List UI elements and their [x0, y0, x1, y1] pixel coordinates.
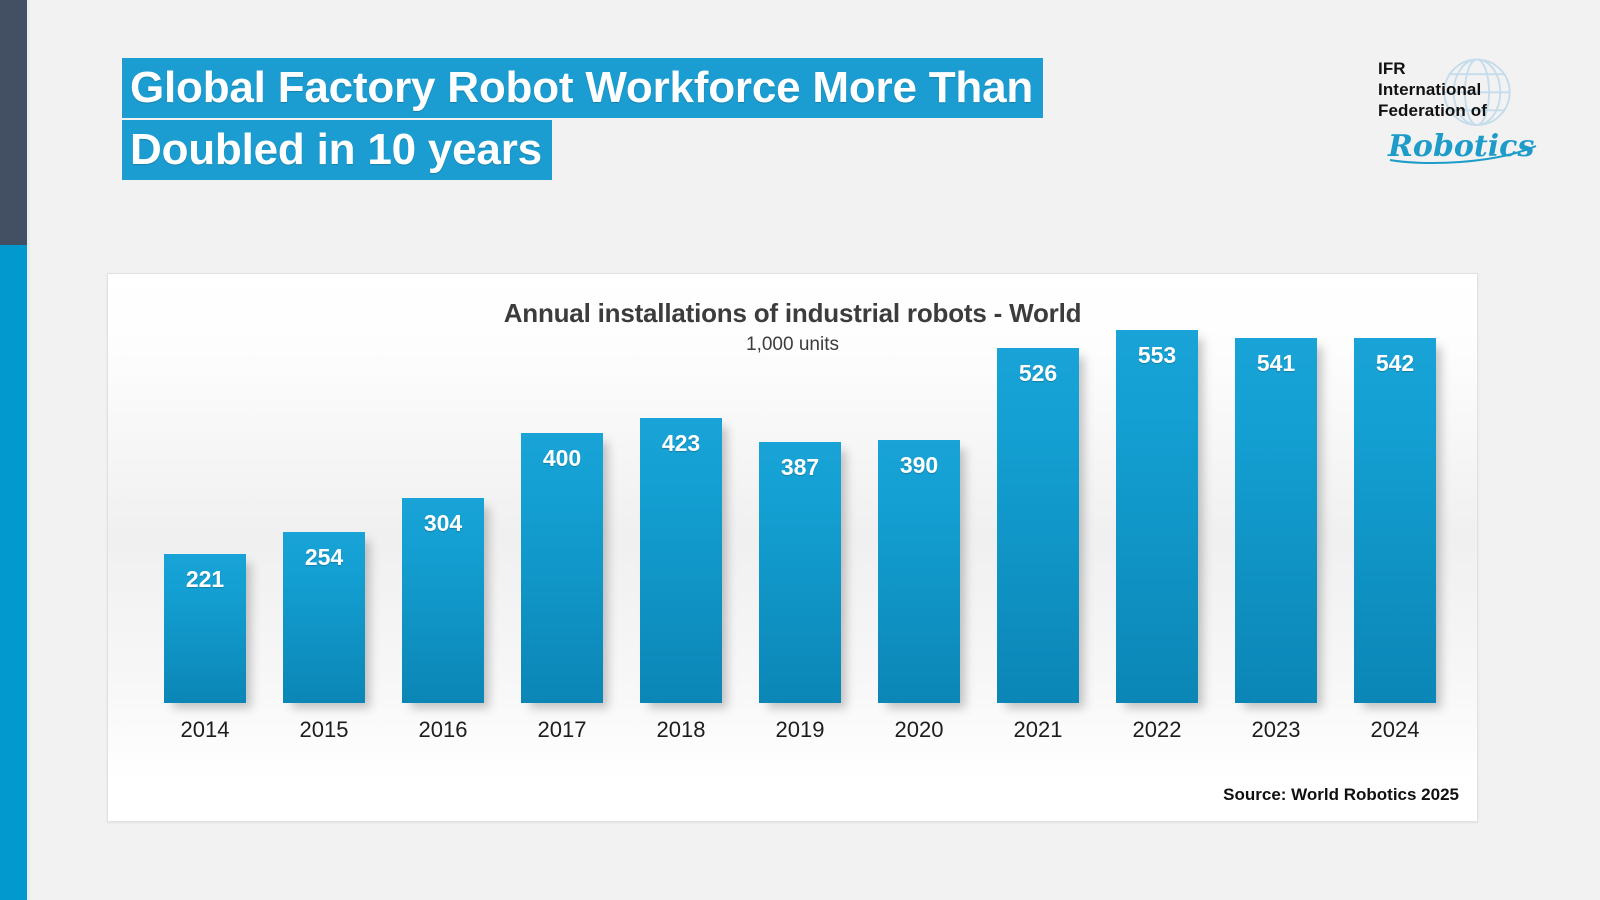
bar-value-label: 526	[1018, 360, 1058, 386]
chart-bar[interactable]: 553 2022	[1116, 330, 1198, 742]
svg-text:Robotics: Robotics	[1387, 129, 1534, 164]
bar-value-label: 254	[304, 544, 344, 570]
bar-group: 553 2022	[1116, 330, 1198, 742]
bar-value-label: 423	[661, 430, 701, 456]
chart-bar[interactable]: 390 2020	[878, 440, 960, 742]
chart-source-note: Source: World Robotics 2025	[1223, 785, 1459, 804]
globe-icon	[1443, 58, 1511, 126]
chart-plot-area: 221 2014 254 2015 304 2016 400 2017 423 2018 387 20…	[164, 314, 1474, 760]
ifr-logo: IFR International Federation of Robotics	[1378, 48, 1548, 168]
logo-wordmark: IFR International Federation of	[1378, 58, 1487, 121]
x-axis-tick-label: 2022	[1132, 717, 1182, 742]
chart-bar[interactable]: 541 2023	[1235, 338, 1317, 742]
bar-value-label: 387	[780, 454, 820, 480]
bar-value-label: 390	[899, 452, 939, 478]
bar-group: 254 2015	[283, 532, 365, 742]
headline-line-1: Global Factory Robot Workforce More Than	[122, 58, 1044, 118]
logo-line-federation: Federation of	[1378, 101, 1487, 120]
bar-group: 221 2014	[164, 554, 246, 742]
logo-line-international: International	[1378, 80, 1482, 99]
x-axis-tick-label: 2020	[894, 717, 944, 742]
chart-bar[interactable]: 423 2018	[640, 418, 722, 742]
bar-value-label: 553	[1137, 342, 1177, 368]
bar-group: 541 2023	[1235, 338, 1317, 742]
bar-group: 423 2018	[640, 418, 722, 742]
slide-headline: Global Factory Robot Workforce More Than…	[122, 58, 1302, 180]
x-axis-tick-label: 2021	[1013, 717, 1063, 742]
chart-bar[interactable]: 526 2021	[997, 348, 1079, 742]
bar-group: 400 2017	[521, 433, 603, 742]
chart-bar[interactable]: 400 2017	[521, 433, 603, 742]
bar-value-label: 400	[542, 445, 582, 471]
headline-line-2: Doubled in 10 years	[122, 120, 552, 180]
sidebar-accent-bottom	[0, 245, 27, 900]
x-axis-tick-label: 2024	[1370, 717, 1420, 742]
chart-bar[interactable]: 221 2014	[164, 554, 246, 742]
bar-group: 542 2024	[1354, 338, 1436, 742]
bar-group: 526 2021	[997, 348, 1079, 742]
bar-value-label: 542	[1375, 350, 1415, 376]
chart-bar[interactable]: 254 2015	[283, 532, 365, 742]
x-axis-tick-label: 2016	[418, 717, 468, 742]
bar-group: 390 2020	[878, 440, 960, 742]
x-axis-tick-label: 2018	[656, 717, 706, 742]
chart-bar[interactable]: 387 2019	[759, 442, 841, 742]
x-axis-tick-label: 2017	[537, 717, 587, 742]
bar-value-label: 541	[1256, 350, 1296, 376]
chart-title: Annual installations of industrial robot…	[503, 298, 1082, 328]
chart-panel: Annual installations of industrial robot…	[107, 273, 1478, 822]
logo-line-ifr: IFR	[1378, 59, 1406, 78]
x-axis-tick-label: 2023	[1251, 717, 1301, 742]
x-axis-tick-label: 2015	[299, 717, 349, 742]
chart-bar[interactable]: 304 2016	[402, 498, 484, 742]
bar-value-label: 304	[423, 510, 463, 536]
x-axis-tick-label: 2019	[775, 717, 825, 742]
x-axis-tick-label: 2014	[180, 717, 230, 742]
bar-group: 304 2016	[402, 498, 484, 742]
sidebar-accent-top	[0, 0, 27, 245]
bar-group: 387 2019	[759, 442, 841, 742]
chart-bar[interactable]: 542 2024	[1354, 338, 1436, 742]
logo-script-robotics: Robotics	[1387, 129, 1537, 165]
bar-value-label: 221	[185, 566, 225, 592]
sidebar-edge-divider	[27, 0, 30, 900]
chart-subtitle: 1,000 units	[746, 334, 839, 355]
